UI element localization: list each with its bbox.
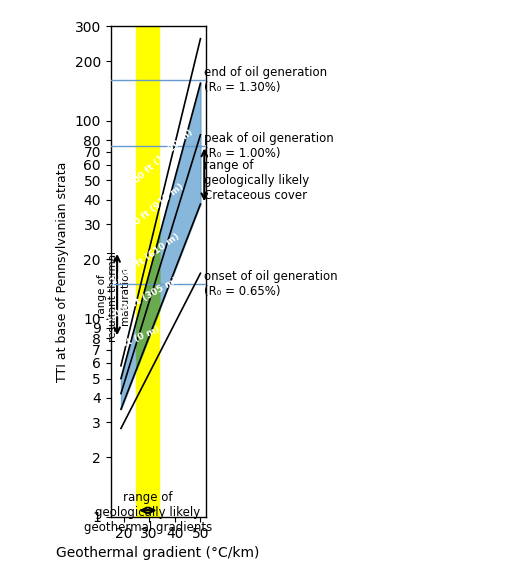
Text: end of oil generation
(R₀ = 1.30%): end of oil generation (R₀ = 1.30%) [204,66,327,95]
Bar [136,26,160,517]
Text: 0 ft (0 m): 0 ft (0 m) [114,325,161,352]
Text: 1,000 ft (305 m): 1,000 ft (305 m) [104,275,180,324]
X-axis label: Geothermal gradient (°C/km): Geothermal gradient (°C/km) [56,546,260,560]
Text: peak of oil generation
(R₀ = 1.00%): peak of oil generation (R₀ = 1.00%) [204,131,334,160]
Text: 4,000 ft (1,220 m): 4,000 ft (1,220 m) [121,128,195,196]
Text: range of
geologically likely
Cretaceous cover: range of geologically likely Cretaceous … [204,159,309,202]
Text: range of
geologically likely
geothermal gradients: range of geologically likely geothermal … [84,491,212,534]
Y-axis label: TTI at base of Pennsylvanian strata: TTI at base of Pennsylvanian strata [56,161,69,382]
Text: 3,000 ft (915 m): 3,000 ft (915 m) [116,181,185,241]
Text: range of
resultant thermal
maturation: range of resultant thermal maturation [96,251,130,342]
Text: onset of oil generation
(R₀ = 0.65%): onset of oil generation (R₀ = 0.65%) [204,270,338,298]
Text: 2,000 ft (610 m): 2,000 ft (610 m) [109,232,181,287]
